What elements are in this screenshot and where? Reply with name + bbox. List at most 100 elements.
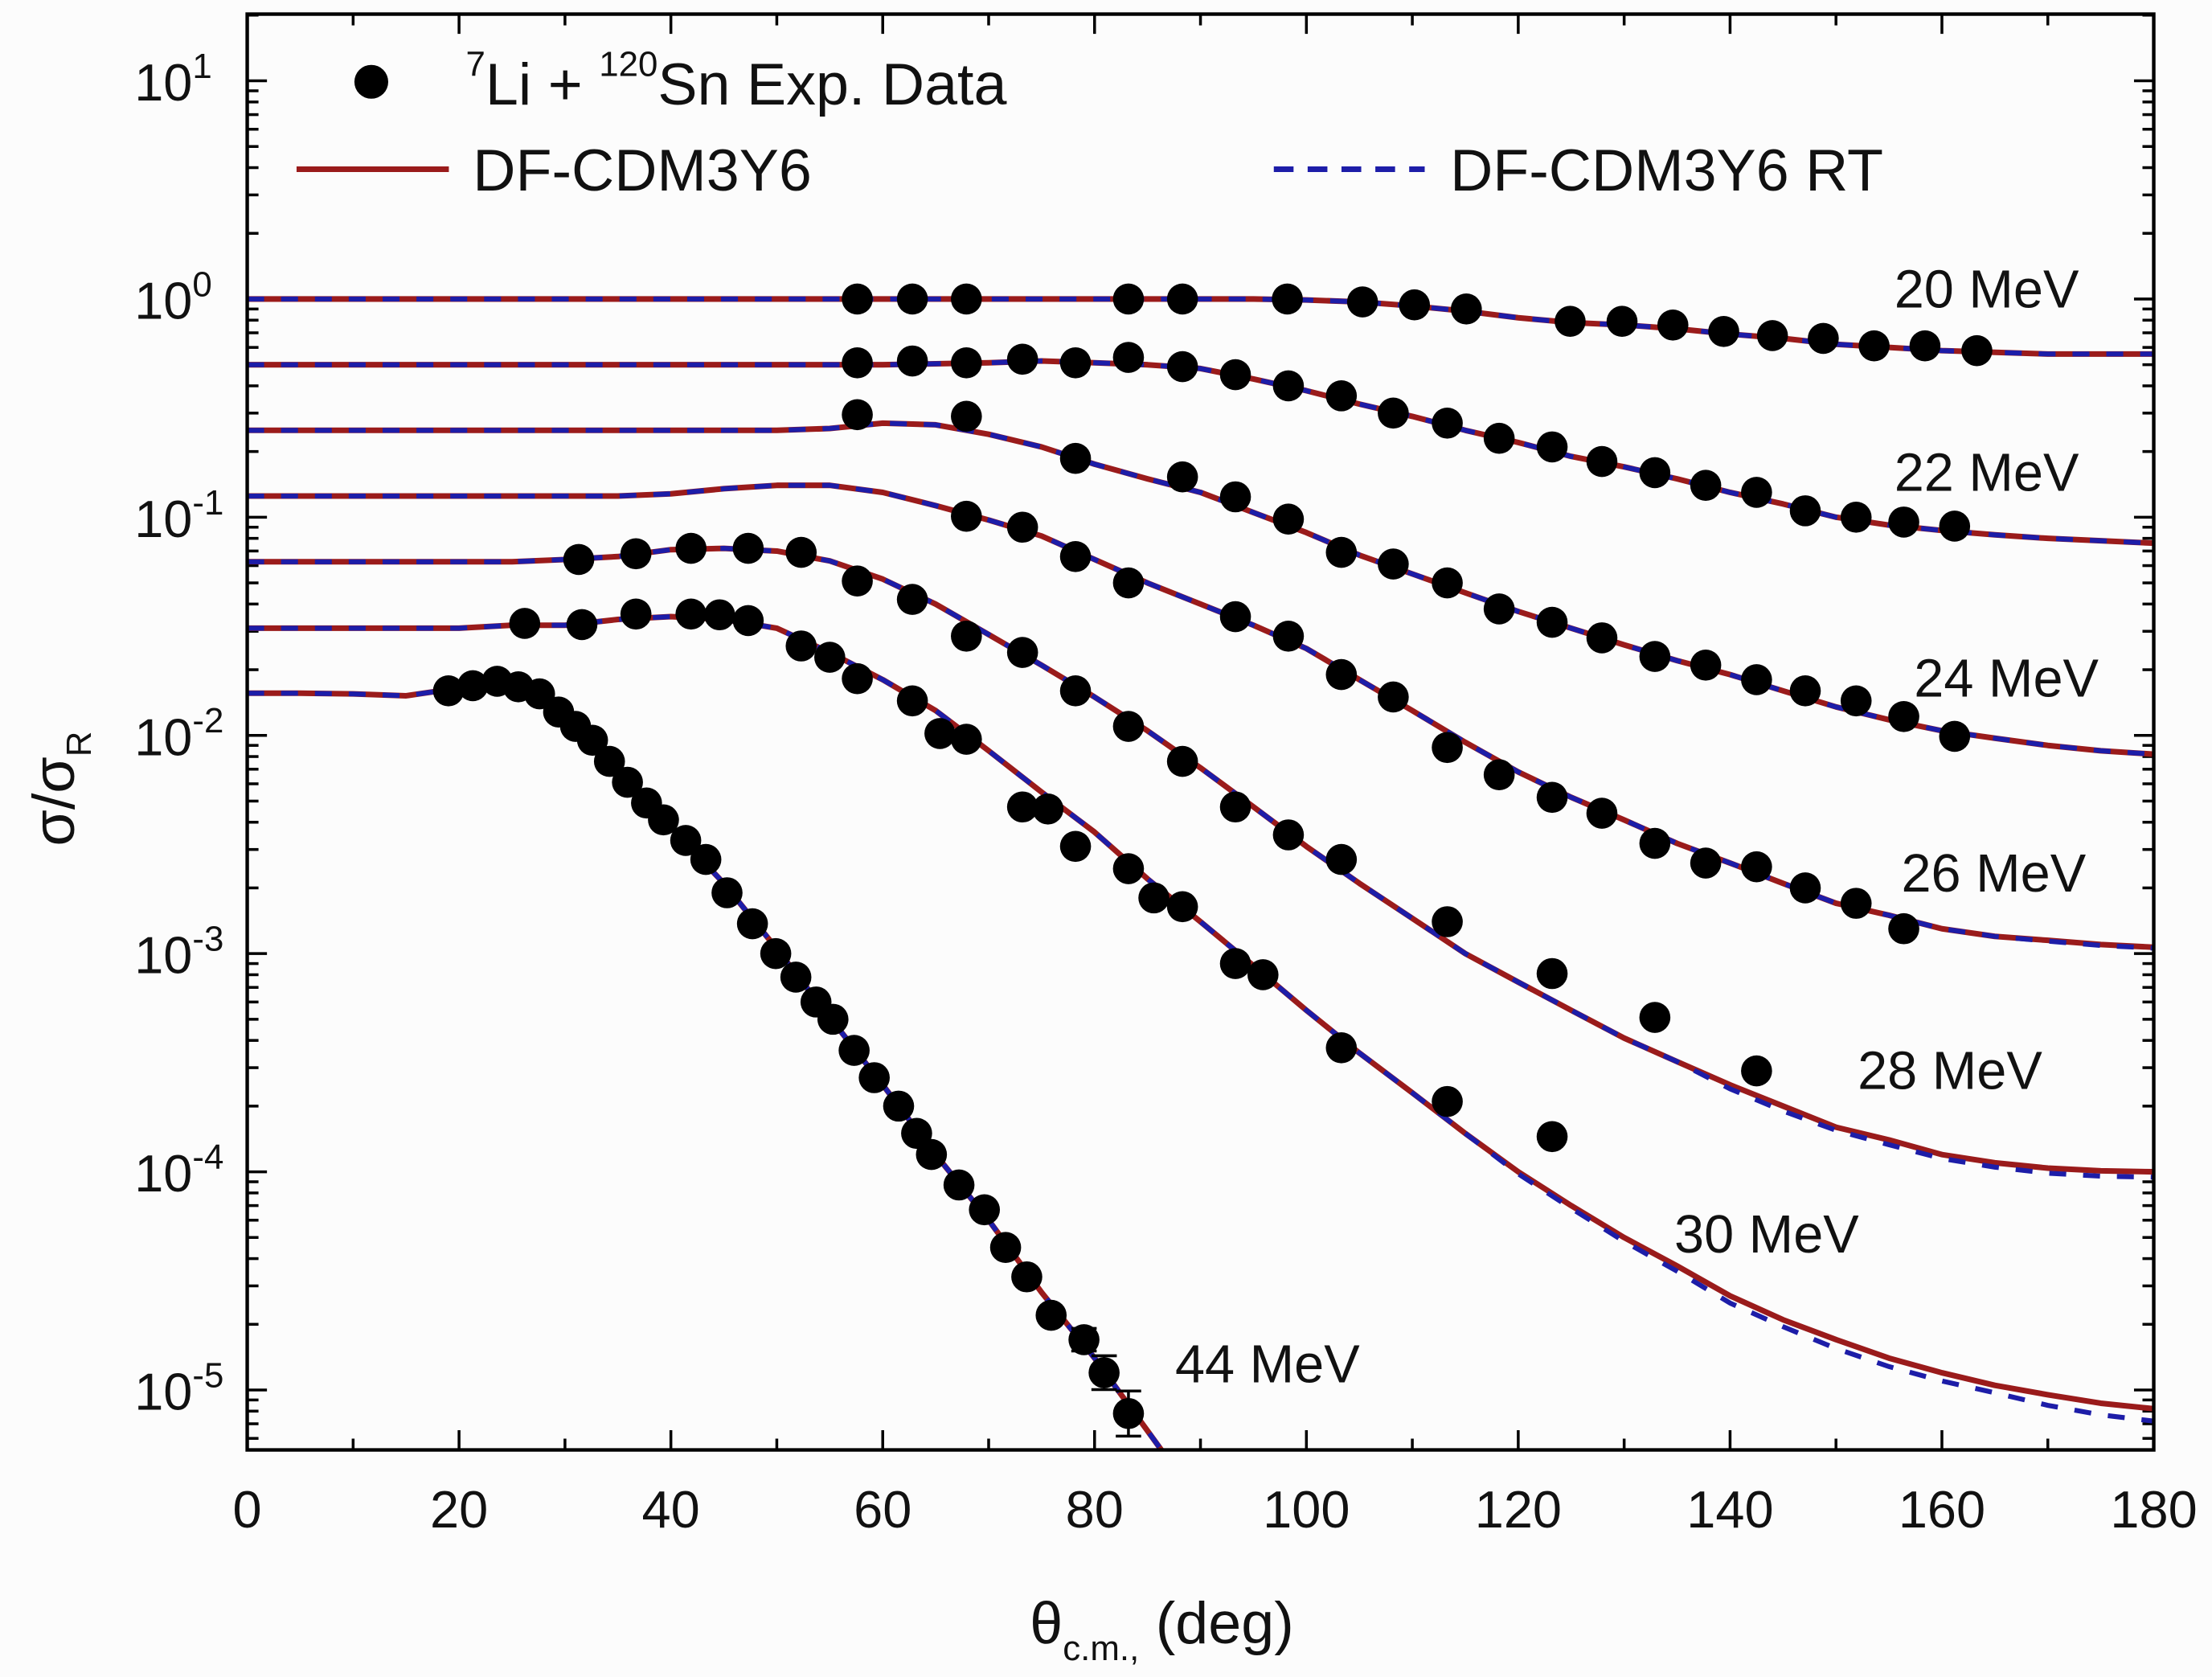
legend: 7Li + 120Sn Exp. Data DF-CDM3Y6 DF-CDM3Y…	[296, 45, 1883, 203]
x-tick-label: 120	[1475, 1480, 1562, 1539]
data-point	[1059, 347, 1092, 379]
data-point	[1166, 891, 1198, 923]
data-point	[1808, 322, 1839, 355]
x-tick-label: 60	[854, 1480, 911, 1539]
legend-rt-label: DF-CDM3Y6 RT	[1450, 137, 1883, 203]
data-point	[842, 347, 873, 379]
x-tick-label: 180	[2110, 1480, 2197, 1539]
data-point	[896, 345, 928, 377]
legend-data-marker	[354, 64, 389, 99]
data-point	[1166, 283, 1198, 315]
energy-label-26: 26 MeV	[1901, 844, 2086, 904]
x-tick-label: 140	[1686, 1480, 1773, 1539]
y-tick-label: 10-2	[134, 701, 223, 766]
data-point	[1789, 872, 1821, 904]
y-tick-label: 101	[134, 47, 212, 112]
data-point	[675, 532, 707, 564]
data-point	[1059, 541, 1092, 572]
data-point	[1325, 380, 1358, 412]
data-point	[1858, 330, 1890, 362]
tick-labels: 0 20 40 60 80 100 120 140 160 180 101 100 10-1 10-2 10…	[134, 47, 2197, 1539]
x-tick-label: 100	[1263, 1480, 1350, 1539]
data-point	[509, 608, 541, 639]
data-point	[951, 724, 982, 755]
data-point	[1219, 481, 1251, 513]
x-tick-label: 40	[642, 1480, 700, 1539]
data-point	[842, 565, 873, 597]
data-point	[842, 662, 873, 695]
energy-label-30: 30 MeV	[1674, 1205, 1859, 1265]
energy-label-44: 44 MeV	[1175, 1335, 1360, 1394]
data-point	[732, 605, 764, 637]
data-point	[1536, 781, 1568, 814]
data-point	[1639, 1002, 1671, 1033]
data-point	[432, 675, 465, 707]
rt-curve-26-MeV	[247, 482, 2154, 951]
data-point	[1690, 650, 1722, 681]
y-tick-label: 100	[134, 264, 212, 330]
data-point	[817, 1003, 849, 1035]
energy-label-20: 20 MeV	[1895, 260, 2079, 319]
data-point	[1088, 1357, 1120, 1388]
data-point	[842, 399, 873, 431]
data-point	[1483, 759, 1515, 791]
data-point	[1006, 511, 1038, 543]
data-point	[883, 1090, 915, 1122]
data-point	[1325, 1032, 1358, 1064]
data-point	[1032, 793, 1064, 825]
data-point	[1432, 567, 1463, 599]
data-point	[1059, 675, 1092, 707]
data-point	[1840, 888, 1872, 919]
data-point	[1789, 495, 1821, 527]
data-point	[1325, 843, 1358, 875]
data-point	[675, 598, 707, 630]
data-point	[858, 1062, 890, 1093]
data-point	[1756, 320, 1788, 351]
data-point	[1068, 1324, 1100, 1355]
data-point	[951, 400, 982, 433]
data-point	[1451, 293, 1482, 325]
data-point	[785, 630, 817, 662]
data-point	[1272, 283, 1303, 315]
data-point	[1219, 601, 1251, 633]
data-point	[1112, 711, 1145, 742]
data-point	[1272, 503, 1305, 535]
data-point	[1939, 720, 1971, 752]
data-point	[1138, 882, 1169, 914]
data-point	[1346, 286, 1378, 318]
data-point	[1112, 342, 1145, 373]
data-point	[1555, 305, 1586, 338]
data-point	[1112, 283, 1145, 315]
data-point	[1606, 305, 1638, 338]
data-point	[1059, 830, 1092, 863]
data-point	[593, 745, 625, 777]
data-point	[1657, 309, 1689, 341]
data-point	[1708, 316, 1739, 347]
data-point	[1840, 502, 1872, 533]
data-point	[842, 283, 873, 315]
plot-frame	[245, 12, 2156, 1452]
data-point	[1011, 1261, 1043, 1293]
y-tick-label: 10-1	[134, 483, 223, 548]
x-tick-label: 160	[1899, 1480, 1985, 1539]
data-point	[711, 877, 743, 908]
data-point	[1741, 1055, 1772, 1087]
data-point	[1272, 621, 1305, 652]
x-axis-title: θc.m., (deg)	[1030, 1589, 1293, 1668]
data-point	[924, 718, 956, 749]
data-point	[1432, 407, 1463, 439]
y-tick-label: 10-5	[134, 1355, 223, 1421]
data-point	[1272, 819, 1305, 851]
data-point	[1112, 853, 1145, 884]
data-point	[785, 536, 817, 568]
data-point	[1639, 457, 1671, 489]
data-point	[563, 543, 595, 576]
data-point	[1909, 330, 1941, 362]
data-point	[1219, 359, 1251, 391]
data-point	[916, 1138, 948, 1171]
data-point	[1325, 536, 1358, 568]
data-point	[951, 347, 982, 379]
data-point	[1690, 847, 1722, 879]
data-point	[1432, 732, 1463, 764]
